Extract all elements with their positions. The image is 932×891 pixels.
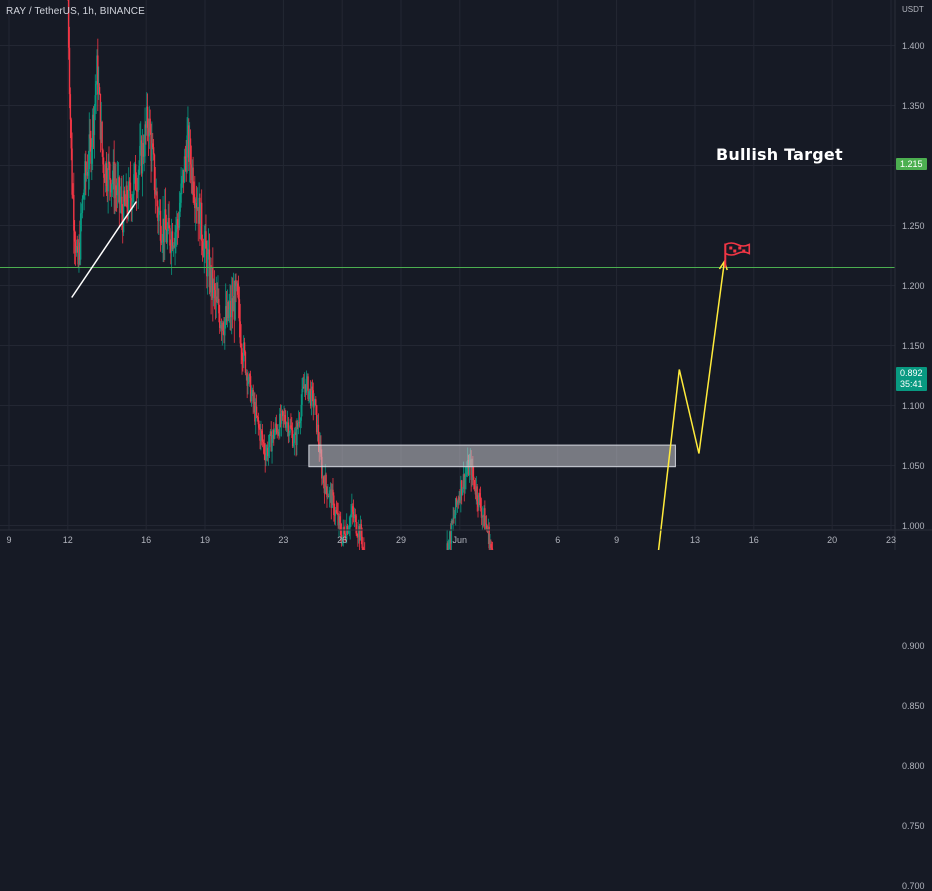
candle-body (269, 434, 270, 447)
currency-label: USDT (902, 5, 924, 14)
candle-body (361, 537, 362, 548)
price-chart[interactable] (0, 0, 932, 550)
y-tick-label: 1.350 (902, 101, 925, 111)
flag-icon (725, 243, 749, 268)
x-tick-label: 26 (337, 535, 347, 545)
y-tick-label: 0.700 (902, 881, 925, 891)
x-tick-label: 23 (886, 535, 896, 545)
candle-body (82, 199, 83, 213)
candle-body (294, 434, 295, 443)
candle-body (473, 477, 474, 480)
y-tick-label: 0.800 (902, 761, 925, 771)
candles (67, 0, 646, 550)
y-tick-label: 1.250 (902, 221, 925, 231)
x-tick-label: 19 (200, 535, 210, 545)
candle-body (95, 84, 96, 95)
y-tick-label: 1.400 (902, 41, 925, 51)
symbol-title[interactable]: RAY / TetherUS, 1h, BINANCE (6, 6, 145, 17)
y-tick-label: 0.850 (902, 701, 925, 711)
candle-body (101, 122, 102, 150)
bullish-target-label[interactable]: Bullish Target (716, 145, 843, 164)
x-tick-label: 12 (63, 535, 73, 545)
x-tick-label: 9 (614, 535, 619, 545)
flag-check (733, 250, 736, 253)
flag-cloth (725, 243, 749, 255)
x-tick-label: 6 (555, 535, 560, 545)
y-tick-label: 0.750 (902, 821, 925, 831)
grid-lines (0, 0, 895, 550)
flag-check (738, 247, 741, 250)
candle-body (325, 475, 326, 487)
x-tick-label: 9 (6, 535, 11, 545)
y-tick-label: 1.000 (902, 521, 925, 531)
x-tick-label: 20 (827, 535, 837, 545)
y-tick-label: 0.900 (902, 641, 925, 651)
target-price-badge: 1.215 (896, 158, 927, 170)
x-tick-label: 16 (141, 535, 151, 545)
y-tick-label: 1.050 (902, 461, 925, 471)
drawings[interactable] (0, 202, 895, 551)
last-price-badge: 0.892 35:41 (896, 367, 927, 391)
y-tick-label: 1.100 (902, 401, 925, 411)
candle-body (99, 87, 100, 94)
y-tick-label: 1.200 (902, 281, 925, 291)
candle-body (69, 48, 70, 94)
flag-check (729, 247, 732, 250)
candle-body (109, 164, 110, 180)
y-tick-label: 1.150 (902, 341, 925, 351)
x-tick-label: 16 (749, 535, 759, 545)
flag-check (742, 250, 745, 253)
x-tick-label: 29 (396, 535, 406, 545)
candle-body (70, 94, 71, 119)
x-tick-label: Jun (453, 535, 468, 545)
x-tick-label: 23 (278, 535, 288, 545)
last-price-value: 0.892 (900, 368, 923, 379)
candle-body (315, 399, 316, 405)
bar-countdown: 35:41 (900, 379, 923, 390)
x-tick-label: 13 (690, 535, 700, 545)
candle-body (256, 407, 257, 416)
resistance-zone (309, 445, 676, 467)
